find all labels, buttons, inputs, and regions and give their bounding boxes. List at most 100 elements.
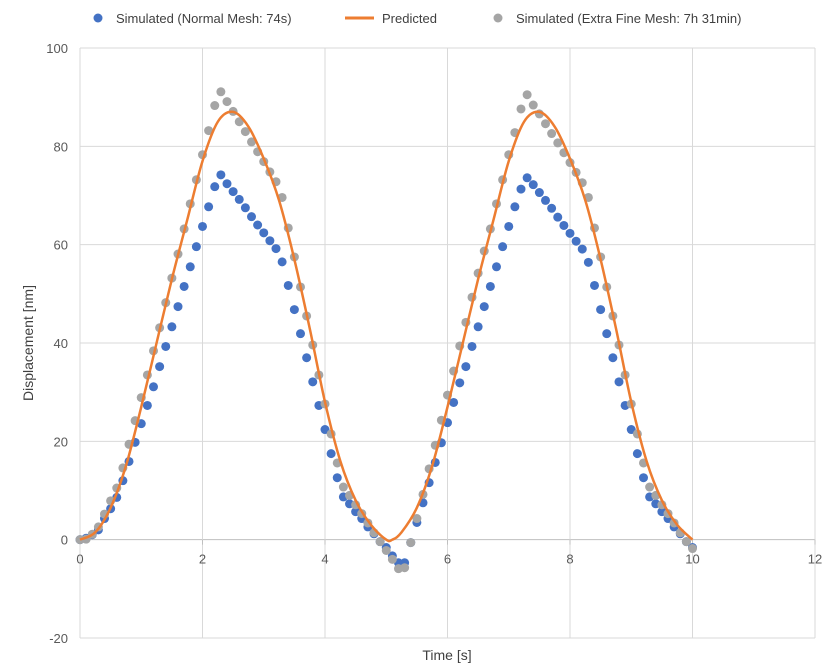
x-tick-label: 12 bbox=[808, 552, 822, 567]
data-point-simulated-extra-fine-mesh-7h-31min bbox=[375, 537, 385, 547]
data-point-simulated-normal-mesh-74s bbox=[559, 220, 569, 230]
data-point-simulated-normal-mesh-74s bbox=[204, 202, 214, 212]
data-point-simulated-normal-mesh-74s bbox=[259, 228, 269, 238]
data-point-simulated-normal-mesh-74s bbox=[449, 397, 459, 407]
data-point-simulated-normal-mesh-74s bbox=[461, 362, 471, 372]
y-axis-label: Displacement [nm] bbox=[20, 285, 36, 401]
series-line-predicted bbox=[79, 110, 694, 543]
x-tick-label: 0 bbox=[76, 552, 83, 567]
data-point-simulated-extra-fine-mesh-7h-31min bbox=[516, 104, 526, 114]
data-point-simulated-normal-mesh-74s bbox=[553, 212, 563, 222]
data-point-simulated-normal-mesh-74s bbox=[583, 257, 593, 267]
data-point-simulated-extra-fine-mesh-7h-31min bbox=[204, 126, 214, 136]
data-point-simulated-normal-mesh-74s bbox=[639, 473, 648, 483]
data-point-simulated-normal-mesh-74s bbox=[455, 378, 465, 388]
data-point-simulated-extra-fine-mesh-7h-31min bbox=[553, 138, 563, 148]
y-tick-label: 80 bbox=[54, 139, 68, 154]
data-point-simulated-normal-mesh-74s bbox=[571, 236, 581, 246]
data-point-simulated-normal-mesh-74s bbox=[240, 203, 250, 213]
data-point-simulated-normal-mesh-74s bbox=[191, 242, 201, 252]
legend-label-extra-fine-mesh: Simulated (Extra Fine Mesh: 7h 31min) bbox=[516, 11, 741, 26]
data-point-simulated-normal-mesh-74s bbox=[473, 322, 483, 332]
x-axis-ticks: 0 2 4 6 8 10 12 bbox=[76, 552, 822, 567]
data-point-simulated-extra-fine-mesh-7h-31min bbox=[338, 482, 348, 492]
data-point-simulated-normal-mesh-74s bbox=[271, 244, 281, 254]
legend-marker-extra-fine-mesh bbox=[493, 13, 503, 23]
data-point-simulated-normal-mesh-74s bbox=[149, 382, 158, 392]
data-point-simulated-normal-mesh-74s bbox=[522, 173, 532, 183]
data-point-simulated-normal-mesh-74s bbox=[602, 329, 612, 339]
data-point-simulated-extra-fine-mesh-7h-31min bbox=[688, 544, 697, 554]
y-tick-label: 100 bbox=[46, 41, 68, 56]
data-point-simulated-normal-mesh-74s bbox=[498, 242, 508, 252]
data-point-simulated-normal-mesh-74s bbox=[216, 170, 226, 180]
data-point-simulated-normal-mesh-74s bbox=[296, 329, 305, 339]
x-tick-label: 10 bbox=[685, 552, 699, 567]
y-tick-label: 40 bbox=[54, 336, 68, 351]
x-axis-label: Time [s] bbox=[422, 647, 471, 663]
data-point-simulated-normal-mesh-74s bbox=[485, 281, 495, 291]
data-point-simulated-normal-mesh-74s bbox=[173, 302, 183, 312]
y-tick-label: 60 bbox=[54, 238, 68, 253]
data-point-simulated-extra-fine-mesh-7h-31min bbox=[547, 129, 557, 139]
data-point-simulated-extra-fine-mesh-7h-31min bbox=[541, 119, 550, 129]
y-tick-label: -20 bbox=[49, 631, 68, 646]
legend: Simulated (Normal Mesh: 74s) Predicted S… bbox=[93, 11, 741, 26]
data-point-simulated-normal-mesh-74s bbox=[577, 244, 587, 254]
data-point-simulated-normal-mesh-74s bbox=[479, 302, 489, 312]
data-point-simulated-normal-mesh-74s bbox=[528, 180, 538, 190]
data-point-simulated-extra-fine-mesh-7h-31min bbox=[645, 482, 655, 492]
data-point-simulated-normal-mesh-74s bbox=[608, 353, 618, 363]
data-point-simulated-normal-mesh-74s bbox=[161, 341, 171, 351]
data-point-simulated-normal-mesh-74s bbox=[504, 221, 514, 231]
data-point-simulated-extra-fine-mesh-7h-31min bbox=[412, 514, 422, 524]
data-point-simulated-extra-fine-mesh-7h-31min bbox=[381, 545, 391, 555]
plot-marks bbox=[75, 87, 697, 574]
data-point-simulated-normal-mesh-74s bbox=[265, 236, 275, 246]
y-tick-label: 0 bbox=[61, 533, 68, 548]
data-point-simulated-extra-fine-mesh-7h-31min bbox=[240, 127, 250, 137]
data-point-simulated-normal-mesh-74s bbox=[222, 179, 232, 189]
data-point-simulated-normal-mesh-74s bbox=[308, 377, 318, 387]
legend-label-predicted: Predicted bbox=[382, 11, 437, 26]
data-point-simulated-normal-mesh-74s bbox=[142, 400, 152, 410]
data-point-simulated-normal-mesh-74s bbox=[210, 182, 220, 192]
data-point-simulated-extra-fine-mesh-7h-31min bbox=[247, 137, 256, 147]
data-point-simulated-normal-mesh-74s bbox=[614, 377, 624, 387]
data-point-simulated-extra-fine-mesh-7h-31min bbox=[528, 100, 538, 110]
data-point-simulated-normal-mesh-74s bbox=[516, 184, 526, 194]
data-point-simulated-extra-fine-mesh-7h-31min bbox=[222, 97, 232, 107]
data-point-simulated-normal-mesh-74s bbox=[632, 449, 642, 459]
data-point-simulated-normal-mesh-74s bbox=[534, 188, 544, 198]
data-point-simulated-normal-mesh-74s bbox=[277, 257, 287, 267]
data-point-simulated-normal-mesh-74s bbox=[247, 212, 256, 222]
data-point-simulated-normal-mesh-74s bbox=[234, 194, 244, 204]
legend-marker-normal-mesh bbox=[93, 13, 103, 23]
data-point-simulated-normal-mesh-74s bbox=[547, 203, 557, 213]
x-tick-label: 2 bbox=[199, 552, 206, 567]
data-point-simulated-normal-mesh-74s bbox=[492, 262, 501, 272]
legend-label-normal-mesh: Simulated (Normal Mesh: 74s) bbox=[116, 11, 292, 26]
data-point-simulated-normal-mesh-74s bbox=[326, 449, 336, 459]
data-point-simulated-extra-fine-mesh-7h-31min bbox=[387, 554, 397, 564]
data-point-simulated-normal-mesh-74s bbox=[467, 341, 477, 351]
data-point-simulated-normal-mesh-74s bbox=[283, 280, 293, 290]
data-point-simulated-normal-mesh-74s bbox=[228, 187, 238, 197]
data-point-simulated-extra-fine-mesh-7h-31min bbox=[681, 537, 691, 547]
data-point-simulated-normal-mesh-74s bbox=[510, 202, 520, 212]
data-point-simulated-normal-mesh-74s bbox=[302, 353, 312, 363]
data-point-simulated-normal-mesh-74s bbox=[332, 473, 342, 483]
data-point-simulated-extra-fine-mesh-7h-31min bbox=[234, 117, 244, 127]
data-point-simulated-normal-mesh-74s bbox=[541, 195, 550, 205]
data-point-simulated-normal-mesh-74s bbox=[167, 322, 177, 332]
data-point-simulated-normal-mesh-74s bbox=[179, 281, 189, 291]
data-point-simulated-normal-mesh-74s bbox=[155, 362, 165, 372]
data-point-simulated-extra-fine-mesh-7h-31min bbox=[216, 87, 226, 97]
data-point-simulated-normal-mesh-74s bbox=[565, 228, 575, 238]
data-point-simulated-normal-mesh-74s bbox=[185, 262, 195, 272]
x-tick-label: 8 bbox=[566, 552, 573, 567]
data-point-simulated-normal-mesh-74s bbox=[253, 220, 263, 230]
data-point-simulated-extra-fine-mesh-7h-31min bbox=[400, 563, 410, 573]
data-point-simulated-extra-fine-mesh-7h-31min bbox=[406, 538, 416, 548]
